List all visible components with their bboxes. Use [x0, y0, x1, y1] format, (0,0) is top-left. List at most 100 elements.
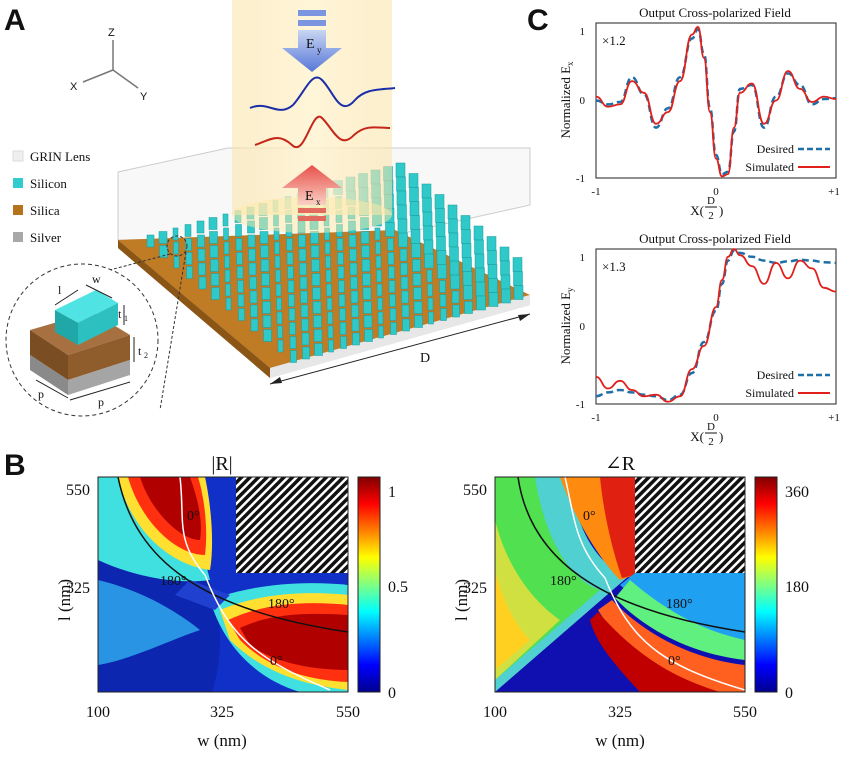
- legend-swatch-grin: [12, 150, 24, 162]
- heatmap-phase-title: ∠R: [605, 453, 636, 475]
- heatmap-magnitude: |R| 0° 180° 180° 0° 550 325 100 325 550: [55, 453, 408, 750]
- silicon-pillar: [350, 276, 358, 290]
- inset-l-label: l: [58, 283, 62, 297]
- heatmap-mag-hatch: [236, 477, 348, 573]
- silicon-pillar: [388, 280, 396, 293]
- silicon-pillar: [288, 308, 296, 321]
- silicon-pillar: [409, 201, 420, 216]
- svg-text:2: 2: [708, 210, 714, 222]
- plot-ey-ylabel: Normalized Ey: [558, 287, 575, 365]
- silicon-pillar: [339, 322, 347, 335]
- silicon-pillar: [401, 304, 410, 318]
- silicon-pillar: [411, 243, 421, 258]
- silicon-pillar: [236, 252, 243, 265]
- silicon-pillar: [423, 239, 434, 255]
- silicon-pillar: [276, 297, 282, 311]
- plot-ey-scale-note: ×1.3: [602, 259, 626, 274]
- panel-label-b: B: [4, 449, 26, 482]
- heatmap-mag-colorbar: [357, 476, 381, 693]
- silicon-pillar: [461, 229, 471, 244]
- silicon-pillar: [378, 325, 384, 339]
- legend-swatch-silica: [13, 205, 23, 215]
- inset-t1-sub: 1: [124, 314, 128, 323]
- silicon-pillar: [389, 308, 397, 321]
- silicon-pillar: [301, 318, 309, 332]
- silicon-pillar: [173, 255, 180, 269]
- silicon-pillar: [397, 204, 407, 220]
- silicon-pillar: [424, 253, 434, 269]
- plot-ex-xlabel: X( D 2 ): [690, 195, 723, 222]
- silicon-pillar: [363, 315, 373, 328]
- svg-text:2: 2: [708, 436, 714, 448]
- silicon-pillar: [185, 252, 193, 265]
- silicon-pillar: [173, 241, 179, 255]
- silicon-pillar: [259, 231, 269, 244]
- silicon-pillar: [211, 287, 220, 300]
- plot-ey-ytick-1: 1: [580, 252, 586, 264]
- series-line-desired: [595, 27, 837, 176]
- silicon-pillar: [513, 285, 524, 300]
- heatmap-phase-contour-0a: 0°: [583, 509, 596, 524]
- silicon-pillar: [277, 325, 283, 339]
- silicon-pillar: [412, 273, 422, 286]
- silicon-pillar: [338, 294, 346, 307]
- ey-sub: y: [317, 45, 322, 55]
- silicon-pillar: [362, 273, 371, 286]
- silicon-pillar: [436, 236, 446, 251]
- silicon-pillar: [250, 318, 259, 332]
- silicon-pillar: [398, 232, 408, 248]
- dimension-d-label: D: [420, 351, 430, 366]
- silicon-pillar: [159, 245, 168, 258]
- silicon-pillar: [408, 173, 419, 188]
- silicon-pillar: [401, 290, 409, 304]
- silicon-pillar: [464, 301, 473, 314]
- heatmap-phase-cbar-360: 360: [785, 484, 809, 501]
- silicon-pillar: [436, 250, 447, 265]
- heatmap-phase-ylabel: l (nm): [452, 579, 471, 621]
- silicon-pillar: [374, 227, 381, 241]
- heatmap-phase-ytick-325: 325: [463, 580, 487, 597]
- plot-ex-xtick-0: 0: [713, 186, 719, 198]
- silicon-pillar: [437, 264, 447, 279]
- ey-arrow: [282, 10, 342, 72]
- silicon-pillar: [439, 280, 446, 293]
- silicon-pillar: [474, 253, 485, 269]
- silicon-pillar: [399, 248, 408, 262]
- silicon-pillar: [409, 187, 419, 202]
- silicon-pillar: [500, 274, 511, 290]
- silicon-pillar: [400, 262, 408, 276]
- silicon-pillar: [287, 266, 294, 279]
- silicon-pillar: [499, 246, 510, 262]
- silicon-pillar: [210, 273, 220, 286]
- silicon-pillar: [426, 269, 433, 283]
- legend-label-grin: GRIN Lens: [30, 149, 90, 164]
- silicon-pillar: [237, 294, 245, 307]
- silicon-pillar: [248, 248, 256, 262]
- plot-ex-xtick-neg1: -1: [591, 186, 600, 198]
- silicon-pillar: [413, 301, 423, 314]
- plot-ey-ytick-neg1: -1: [576, 399, 585, 411]
- silicon-pillar: [363, 301, 372, 314]
- heatmap-phase-xlabel: w (nm): [595, 731, 645, 750]
- heatmap-phase-xtick-100: 100: [483, 704, 507, 721]
- ex-arrow: [282, 165, 342, 221]
- heatmap-mag-frame: [97, 476, 349, 693]
- silicon-pillar: [326, 283, 332, 297]
- silicon-pillar: [463, 285, 473, 300]
- silicon-pillar: [475, 267, 485, 283]
- ex-sub: x: [316, 197, 321, 207]
- plot-ex-title: Output Cross-polarized Field: [639, 5, 791, 20]
- plot-ex-ytick-1: 1: [580, 26, 586, 38]
- silicon-pillar: [288, 294, 295, 307]
- silicon-pillar: [451, 290, 460, 304]
- silicon-pillar: [250, 304, 258, 318]
- silicon-pillar: [447, 204, 458, 220]
- silicon-pillar: [452, 304, 460, 318]
- heatmap-phase-cbar-180: 180: [785, 579, 809, 596]
- silicon-pillar: [327, 311, 333, 325]
- silicon-pillar: [312, 301, 322, 314]
- reflected-wave: [254, 115, 391, 149]
- silicon-pillar: [287, 280, 295, 293]
- legend-label-silica: Silica: [30, 203, 60, 218]
- silicon-pillar: [312, 287, 321, 300]
